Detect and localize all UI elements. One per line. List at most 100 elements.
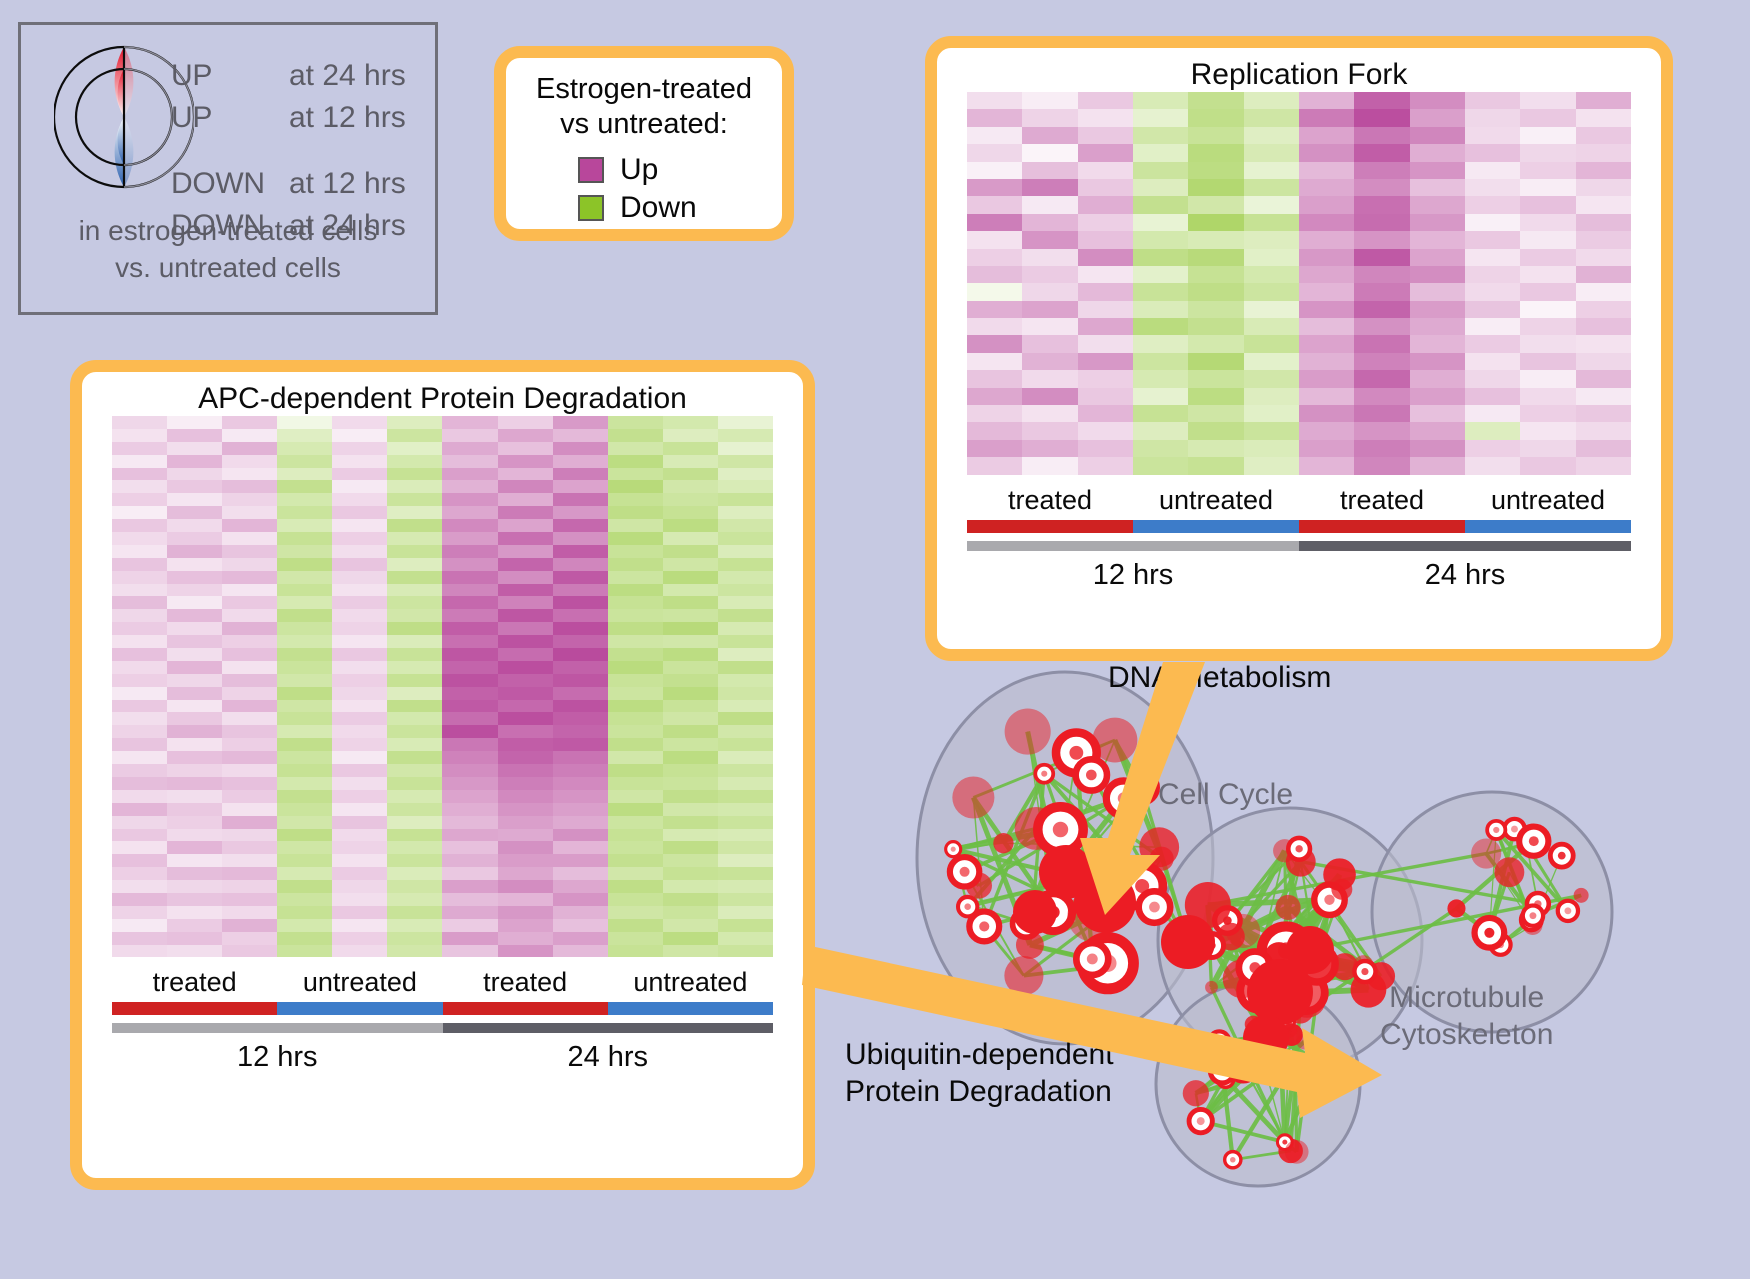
heatmap-cell [387,686,443,700]
heatmap-cell [387,712,443,726]
heatmap-cell [222,802,278,816]
color-key-rows: UP at 24 hrs UP at 12 hrs DOWN at 12 hrs… [171,55,433,247]
heatmap-cell [387,725,443,739]
heatmap-cell [277,802,333,816]
heatmap-cell [967,370,1023,388]
heatmap-cell [442,686,498,700]
network-edge [1494,828,1570,913]
heatmap-cell [1520,352,1576,371]
heatmap-cell [332,905,388,919]
heatmap-cell [387,854,443,868]
heatmap-cell [607,944,663,958]
heatmap-cell [112,544,168,558]
heatmap-cell [112,467,168,481]
heatmap-cell [222,583,278,597]
heatmap-cell [717,944,773,958]
heatmap-cell [1188,439,1244,458]
network-node [1286,926,1334,974]
heatmap-cell [442,867,498,881]
heatmap-cell [497,892,553,906]
heatmap-cell [967,439,1023,458]
heatmap-cell [387,596,443,610]
heatmap-cell [167,660,223,674]
heatmap-cell [717,815,773,829]
heatmap-cell [332,622,388,636]
group-label-treated-12: treated [152,967,237,998]
heatmap-cell [967,335,1023,353]
heatmap-cell [552,583,608,597]
heatmap-cell [387,673,443,687]
heatmap-cell [112,725,168,739]
heatmap-cell [1298,300,1355,319]
heatmap-cell [607,660,663,674]
heatmap-cell [1022,92,1078,110]
key-row-down-12: DOWN at 12 hrs [171,163,433,205]
group-bar-untreated-24 [607,1002,773,1016]
heatmap-row [112,686,773,700]
heatmap-cell [1298,457,1355,475]
heatmap-cell [442,544,498,558]
heatmap-cell [1354,178,1410,197]
heatmap-cell [167,751,223,765]
updown-legend-items: Up Down [506,151,782,227]
network-node [944,840,963,859]
heatmap-cell [112,622,168,636]
network-node [1304,1047,1334,1077]
heatmap-cell [1575,352,1631,371]
heatmap-cell [717,596,773,610]
heatmap-cell [607,880,663,893]
heatmap-cell [552,789,608,803]
heatmap-row [967,387,1631,406]
heatmap-cell [1243,161,1299,179]
heatmap-cell [277,519,333,533]
heatmap-cell [497,416,553,429]
heatmap-cell [1354,196,1410,214]
heatmap-cell [332,493,388,507]
network-node-core [950,846,956,852]
heatmap-cell [607,441,663,455]
heatmap-cell [112,712,168,726]
heatmap-cell [497,854,553,868]
heatmap-cell [552,712,608,726]
heatmap-cell [167,493,223,507]
heatmap-cell [662,686,718,700]
heatmap-row [112,519,773,533]
heatmap-cell [607,686,663,700]
heatmap-cell [717,570,773,584]
heatmap-cell [167,841,223,855]
heatmap-cell [662,570,718,584]
heatmap-cell [387,519,443,533]
heatmap-cell [1298,335,1355,353]
heatmap-cell [662,480,718,494]
heatmap-cell [442,506,498,520]
heatmap-cell [277,776,333,790]
heatmap-cell [442,570,498,584]
heatmap-cell [222,660,278,674]
network-node [1092,717,1138,763]
heatmap-cell [1132,352,1189,371]
heatmap-cell [112,557,168,571]
key-direction: DOWN [171,167,265,200]
heatmap-row [967,196,1631,214]
heatmap-cell [1022,405,1078,423]
heatmap-cell [277,764,333,777]
heatmap-cell [552,751,608,765]
heatmap-cell [387,622,443,636]
heatmap-cell [1575,387,1631,406]
heatmap-cell [277,854,333,868]
heatmap-cell [1575,126,1631,145]
network-label-ubiquitin-degradation: Ubiquitin-dependent Protein Degradation [845,1038,1114,1108]
heatmap-cell [967,457,1023,475]
group-label-untreated-12: untreated [1158,484,1274,515]
heatmap-cell [387,828,443,842]
heatmap-cell [662,493,718,507]
heatmap-cell [1243,196,1299,214]
heatmap-cell [277,428,333,442]
heatmap-cell [662,428,718,442]
heatmap-cell [1464,109,1521,127]
heatmap-cell [717,454,773,468]
heatmap-cell [497,609,553,623]
heatmap-cell [1022,248,1078,266]
heatmap-cell [967,92,1023,110]
heatmap-cell [717,712,773,726]
